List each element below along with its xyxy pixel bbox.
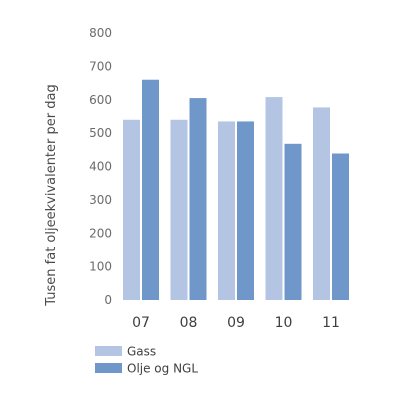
bar-olje-og-ngl-11 [332, 153, 349, 300]
bars [123, 79, 349, 301]
bar-gass-07 [123, 119, 140, 301]
y-tick-label: 400 [89, 160, 112, 174]
x-tick-label: 09 [227, 315, 245, 331]
x-tick-label: 08 [180, 315, 198, 331]
legend-swatch-gass [95, 346, 122, 356]
x-axis-ticks: 07 08 09 10 11 [132, 315, 340, 331]
legend-swatch-olje-og-ngl [95, 363, 122, 373]
y-axis-ticks: 0 100 200 300 400 500 600 700 800 [89, 26, 112, 307]
legend: Gass Olje og NGL [95, 345, 198, 376]
x-tick-label: 11 [322, 315, 340, 331]
y-tick-label: 500 [89, 126, 112, 140]
bar-gass-09 [218, 121, 235, 300]
x-tick-label: 07 [132, 315, 150, 331]
bar-gass-10 [265, 97, 283, 300]
bar-gass-11 [313, 107, 330, 301]
y-tick-label: 300 [89, 193, 112, 207]
bar-gass-08 [170, 119, 188, 301]
y-axis-label: Tusen fat oljeekvivalenter per dag [44, 84, 59, 306]
y-tick-label: 200 [89, 226, 112, 240]
y-tick-label: 600 [89, 93, 112, 107]
bar-olje-og-ngl-09 [237, 121, 254, 300]
y-tick-label: 700 [89, 59, 112, 73]
bar-olje-og-ngl-08 [189, 98, 207, 300]
y-tick-label: 100 [89, 260, 112, 274]
bar-olje-og-ngl-10 [284, 143, 302, 300]
y-tick-label: 800 [89, 26, 112, 40]
x-tick-label: 10 [275, 315, 293, 331]
legend-label-gass: Gass [127, 345, 156, 359]
bar-olje-og-ngl-07 [142, 79, 159, 300]
legend-label-olje-og-ngl: Olje og NGL [127, 362, 198, 376]
y-tick-label: 0 [104, 293, 112, 307]
